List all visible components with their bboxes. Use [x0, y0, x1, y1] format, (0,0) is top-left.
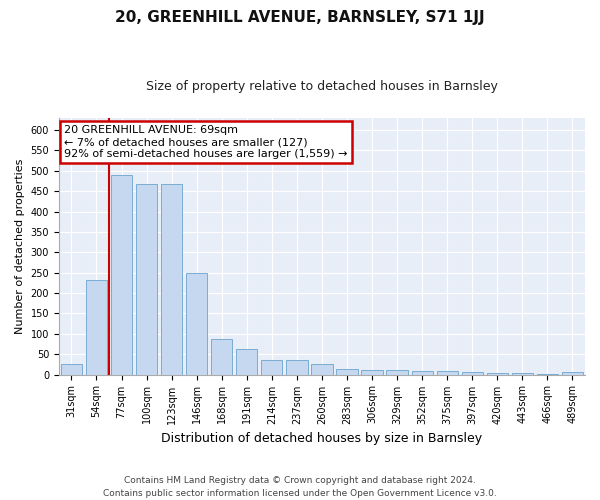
Bar: [186, 274, 208, 374]
Text: Contains HM Land Registry data © Crown copyright and database right 2024.
Contai: Contains HM Land Registry data © Crown c…: [103, 476, 497, 498]
Bar: [236, 350, 257, 374]
Text: 20, GREENHILL AVENUE, BARNSLEY, S71 1JJ: 20, GREENHILL AVENUE, BARNSLEY, S71 1JJ: [115, 10, 485, 25]
Bar: [337, 369, 358, 374]
Text: 20 GREENHILL AVENUE: 69sqm
← 7% of detached houses are smaller (127)
92% of semi: 20 GREENHILL AVENUE: 69sqm ← 7% of detac…: [64, 126, 347, 158]
Bar: [86, 280, 107, 374]
Bar: [412, 372, 433, 374]
Y-axis label: Number of detached properties: Number of detached properties: [15, 158, 25, 334]
Bar: [437, 372, 458, 374]
Bar: [487, 372, 508, 374]
Bar: [211, 338, 232, 374]
Bar: [111, 175, 132, 374]
Bar: [61, 364, 82, 374]
Bar: [562, 372, 583, 374]
Bar: [386, 370, 408, 374]
Title: Size of property relative to detached houses in Barnsley: Size of property relative to detached ho…: [146, 80, 498, 93]
X-axis label: Distribution of detached houses by size in Barnsley: Distribution of detached houses by size …: [161, 432, 482, 445]
Bar: [311, 364, 332, 374]
Bar: [261, 360, 283, 374]
Bar: [136, 184, 157, 374]
Bar: [161, 184, 182, 374]
Bar: [461, 372, 483, 374]
Bar: [286, 360, 308, 374]
Bar: [361, 370, 383, 374]
